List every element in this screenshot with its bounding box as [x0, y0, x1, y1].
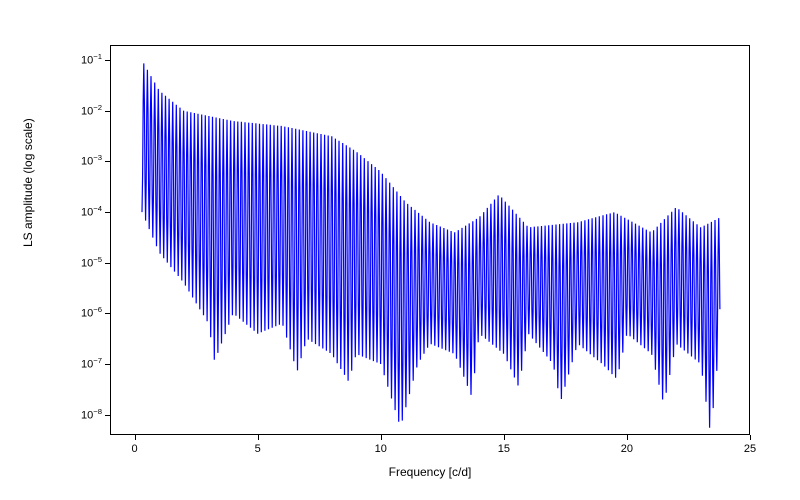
xtick-mark	[258, 435, 259, 440]
xtick-label: 10	[366, 443, 396, 455]
ytick-mark	[105, 263, 110, 264]
ytick-label: 10−5	[60, 255, 102, 270]
ytick-label: 10−1	[60, 52, 102, 67]
ytick-label: 10−8	[60, 407, 102, 422]
spectrum-line	[0, 0, 800, 500]
xtick-label: 25	[735, 443, 765, 455]
xtick-label: 0	[120, 443, 150, 455]
ytick-mark	[105, 60, 110, 61]
ytick-label: 10−4	[60, 204, 102, 219]
ytick-label: 10−2	[60, 103, 102, 118]
ytick-mark	[105, 415, 110, 416]
ytick-mark	[105, 212, 110, 213]
ytick-mark	[105, 313, 110, 314]
xtick-mark	[135, 435, 136, 440]
ytick-label: 10−6	[60, 305, 102, 320]
xtick-mark	[504, 435, 505, 440]
ytick-mark	[105, 364, 110, 365]
xtick-mark	[381, 435, 382, 440]
ytick-label: 10−7	[60, 356, 102, 371]
xtick-mark	[750, 435, 751, 440]
xtick-mark	[627, 435, 628, 440]
ytick-mark	[105, 161, 110, 162]
ytick-label: 10−3	[60, 153, 102, 168]
spectrum-path	[142, 63, 720, 427]
xtick-label: 20	[612, 443, 642, 455]
xtick-label: 15	[489, 443, 519, 455]
ytick-mark	[105, 111, 110, 112]
xtick-label: 5	[243, 443, 273, 455]
